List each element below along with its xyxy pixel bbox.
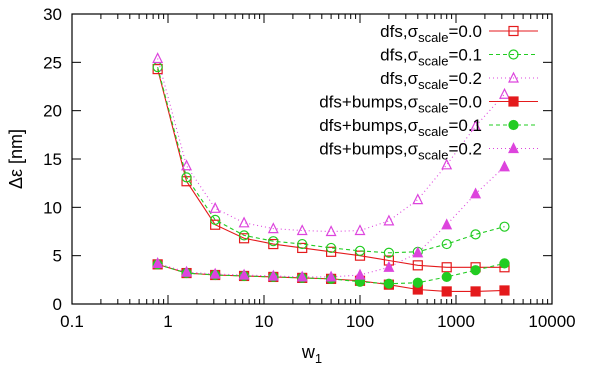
y-tick-label: 30 [43,5,62,24]
data-point [383,278,394,289]
legend-label: dfs+bumps,σscale=0.0 [319,93,482,116]
data-point [297,242,308,254]
data-point [412,277,423,288]
data-point [383,247,394,258]
data-point [210,214,221,225]
data-point [354,224,366,236]
legend-swatch-marker [508,49,519,60]
data-point [470,286,481,297]
legend-swatch-marker [508,96,519,107]
x-axis-label-sub: 1 [315,351,322,366]
y-tick-label: 20 [43,102,62,121]
data-point [297,238,308,250]
data-point [441,271,452,283]
legend-label: dfs,σscale=0.2 [380,69,482,92]
ticks-layer: 0.1 1 10 100 1000 10000 0 5 10 15 20 25 30 [43,5,576,331]
legend-label: dfs+bumps,σscale=0.1 [319,116,482,139]
data-point [383,260,395,272]
data-point [470,229,481,240]
data-point [441,158,453,170]
y-tick-label: 5 [53,247,62,266]
data-point [209,267,221,279]
legend-swatch-marker [508,142,519,154]
legend-entry: dfs,σscale=0.0 [380,22,538,45]
x-tick-label: 0.1 [60,312,84,331]
legend-label: dfs,σscale=0.1 [380,46,482,69]
data-point [268,236,279,247]
series-line [157,166,505,278]
data-point [470,119,482,131]
legend-entry: dfs+bumps,σscale=0.1 [319,116,538,139]
x-tick-label: 100 [346,312,374,331]
data-point [412,260,423,271]
data-point [354,245,366,256]
legend-entry: dfs+bumps,σscale=0.2 [319,140,538,163]
legend-entry: dfs,σscale=0.2 [380,69,538,92]
y-tick-label: 0 [53,295,62,314]
data-point [325,225,337,237]
data-point [181,159,193,171]
legend-swatch-marker [508,119,519,131]
series-layer [152,52,510,297]
data-point [238,216,250,228]
data-point [209,201,221,213]
data-point [499,160,510,172]
data-point [441,286,452,297]
series-6 [152,160,510,282]
data-point [181,265,193,277]
data-point [210,219,221,230]
data-point [296,224,308,236]
x-tick-label: 1000 [437,312,475,331]
data-point [296,270,308,282]
data-point [499,221,510,232]
legend-entry: dfs,σscale=0.1 [380,46,538,69]
y-tick-label: 15 [43,150,62,169]
data-point [181,172,192,183]
legend-label: dfs,σscale=0.0 [380,22,482,45]
data-point [238,268,250,280]
data-point [499,285,510,296]
data-point [238,230,250,241]
legend-swatch-marker [508,25,519,37]
data-point [326,246,337,257]
data-point [267,222,279,234]
series-line [157,67,505,254]
legend-entry: dfs+bumps,σscale=0.0 [319,93,538,116]
data-point [412,193,424,205]
x-tick-label: 1 [163,312,172,331]
y-tick-label: 10 [43,198,62,217]
x-tick-label: 10 [255,312,274,331]
data-point [326,242,337,254]
data-point [268,238,279,250]
legend-label: dfs+bumps,σscale=0.2 [319,140,482,163]
y-axis-label: Δε [nm] [6,129,26,189]
x-tick-label: 10000 [528,312,575,331]
data-point [470,187,482,199]
x-axis-label-main: w [301,342,316,362]
plot-frame [71,13,553,305]
data-point [499,258,510,269]
data-point [152,257,164,268]
data-point [441,238,452,250]
data-point [325,270,337,282]
data-point [441,218,453,230]
series-3 [152,52,510,237]
data-point [412,246,424,258]
data-point [238,233,250,244]
data-point [383,214,395,226]
data-point [354,268,366,280]
data-point [267,269,279,281]
data-point [152,52,164,64]
y-tick-label: 25 [43,53,62,72]
data-point [441,262,452,273]
data-point [499,87,510,99]
x-axis-label: w1 [301,342,322,366]
legend-swatch-marker [508,71,519,83]
data-point [470,265,481,276]
legend: dfs,σscale=0.0dfs,σscale=0.1dfs,σscale=0… [319,22,538,163]
